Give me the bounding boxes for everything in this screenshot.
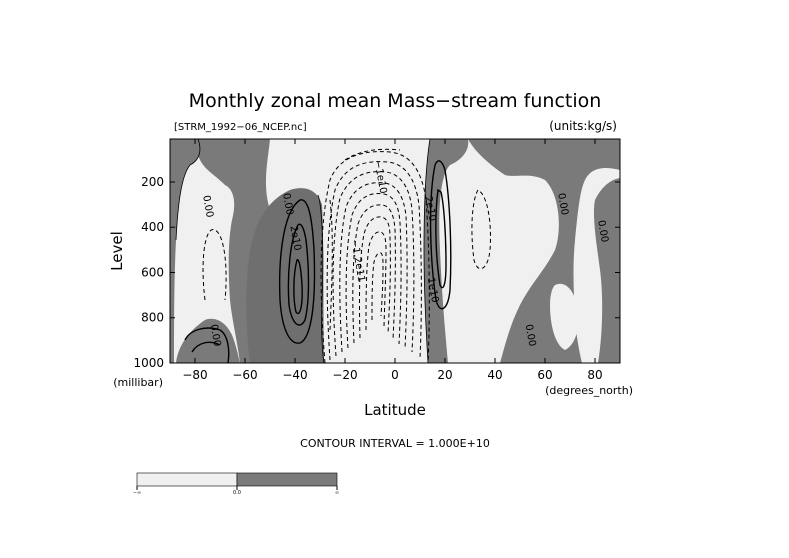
y-axis: 200 400 600 800 1000 — [133, 175, 620, 370]
colorbar-label-min: −∞ — [133, 490, 141, 496]
contour-label: 0.00 — [523, 323, 538, 347]
negative-island-2 — [550, 283, 579, 350]
x-unit-label: (degrees_north) — [545, 384, 633, 397]
x-tick-label: −20 — [332, 368, 357, 382]
zero-contours — [175, 139, 431, 363]
contour-label: 1e10 — [425, 277, 440, 304]
y-tick-label: 200 — [141, 175, 164, 189]
units-label: (units:kg/s) — [549, 119, 617, 133]
contour-label: 2e10 — [287, 225, 302, 252]
x-tick-label: 0 — [391, 368, 399, 382]
x-tick-label: −60 — [232, 368, 257, 382]
dataset-name: [STRM_1992−06_NCEP.nc] — [174, 122, 307, 133]
y-tick-label: 800 — [141, 311, 164, 325]
colorbar-label-max: ∞ — [335, 490, 339, 496]
y-tick-label: 1000 — [133, 356, 164, 370]
x-axis: −80 −60 −40 −20 0 20 40 60 80 — [182, 139, 603, 382]
negative-island-3 — [471, 298, 499, 344]
contour-label: 0.00 — [200, 195, 215, 219]
y-tick-label: 400 — [141, 220, 164, 234]
colorbar-positive-swatch — [236, 472, 338, 487]
x-tick-label: −80 — [182, 368, 207, 382]
contour-label: 0.00 — [208, 323, 223, 347]
contour-label: 0.00 — [280, 192, 295, 216]
x-tick-label: 60 — [537, 368, 552, 382]
colorbar-negative-swatch — [136, 472, 238, 487]
x-axis-title: Latitude — [364, 401, 426, 419]
contour-label: 0.00 — [595, 219, 610, 243]
x-tick-label: 80 — [587, 368, 602, 382]
colorbar: −∞ 0.0 ∞ — [133, 472, 339, 496]
y-unit-label: (millibar) — [113, 376, 163, 389]
x-tick-label: 20 — [437, 368, 452, 382]
positive-contours — [184, 160, 452, 363]
x-tick-label: −40 — [282, 368, 307, 382]
colorbar-label-zero: 0.0 — [233, 490, 241, 496]
positive-region-north-pole — [593, 178, 620, 363]
positive-region-north-pole-band — [170, 139, 200, 363]
contour-label: 0.00 — [555, 192, 570, 216]
y-axis-title: Level — [108, 231, 126, 271]
negative-contours — [202, 148, 491, 363]
chart-title: Monthly zonal mean Mass−stream function — [189, 90, 602, 112]
positive-region-north-cell — [424, 139, 469, 363]
x-tick-label: 40 — [487, 368, 502, 382]
contour-interval-label: CONTOUR INTERVAL = 1.000E+10 — [300, 437, 490, 450]
contour-label: 2e10 — [422, 195, 437, 222]
negative-island-1 — [496, 183, 551, 300]
positive-region-north-midlat — [468, 139, 620, 363]
y-tick-label: 600 — [141, 265, 164, 279]
